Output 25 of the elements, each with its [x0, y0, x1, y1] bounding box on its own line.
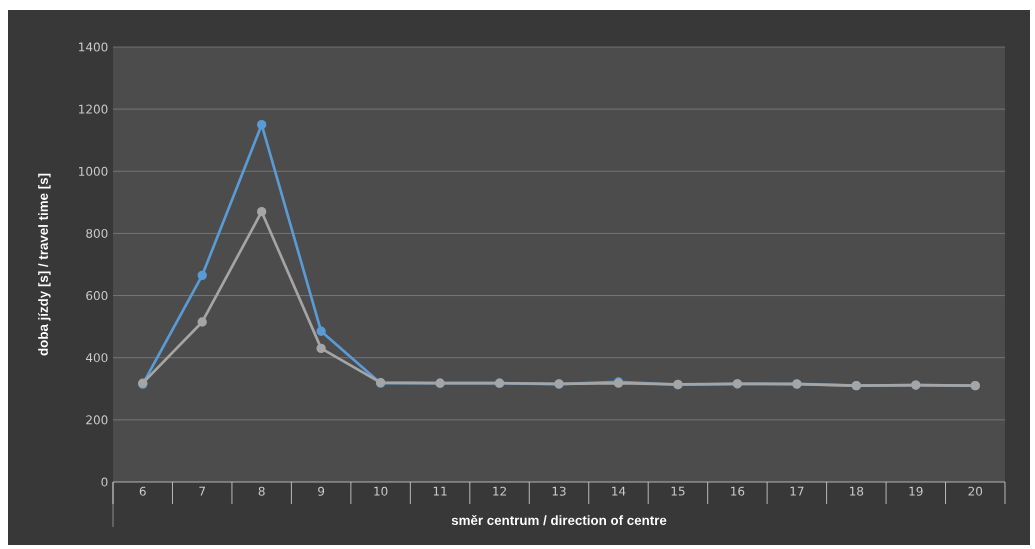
x-tick-label: 16 [731, 486, 745, 496]
y-tick-label: 1400 [79, 42, 108, 52]
y-tick-label: 400 [85, 353, 108, 363]
x-tick-label: 9 [318, 486, 325, 496]
x-tick-label: 8 [258, 486, 265, 496]
y-tick-label: 0 [101, 477, 108, 487]
x-tick-label: 19 [909, 486, 923, 496]
y-tick-label: 800 [86, 228, 108, 238]
y-tick-label: 200 [86, 415, 108, 425]
x-tick-label: 7 [199, 486, 205, 496]
x-tick-label: 11 [433, 486, 447, 496]
x-tick-label: 13 [552, 486, 566, 496]
x-axis-title: směr centrum / direction of centre [451, 514, 667, 526]
x-tick-label: 14 [612, 486, 626, 496]
y-axis-title: doba jízdy [s] / travel time [s] [38, 173, 51, 356]
x-tick-label: 17 [790, 486, 804, 496]
x-tick-label: 6 [139, 486, 146, 496]
y-tick-label: 1200 [79, 104, 108, 114]
x-tick-label: 15 [671, 486, 685, 496]
y-tick-label: 600 [86, 291, 108, 301]
x-tick-label: 18 [850, 486, 864, 496]
x-tick-label: 12 [493, 486, 506, 496]
x-tick-label: 20 [968, 486, 983, 496]
x-tick-label: 10 [374, 486, 388, 496]
y-tick-label: 1000 [79, 166, 108, 176]
